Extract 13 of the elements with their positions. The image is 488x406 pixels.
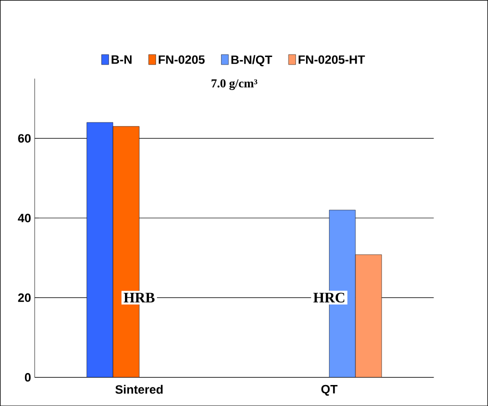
legend-label: B-N/QT (231, 55, 272, 66)
chart-title: 7.0 g/cm³ (212, 79, 258, 90)
y-tick-label: 20 (18, 293, 31, 302)
legend-label: B-N (112, 55, 132, 64)
y-tick-label: 60 (18, 134, 31, 142)
x-tick-label: QT (321, 384, 338, 396)
legend-label: FN-0205-HT (298, 55, 365, 64)
annotation: HRC (313, 292, 344, 302)
legend-label: FN-0205 (158, 55, 205, 64)
y-tick-label: 0 (24, 372, 31, 382)
x-tick-label: Sintered (115, 384, 163, 394)
annotation: HRB (124, 292, 155, 302)
y-tick-label: 40 (18, 214, 31, 222)
